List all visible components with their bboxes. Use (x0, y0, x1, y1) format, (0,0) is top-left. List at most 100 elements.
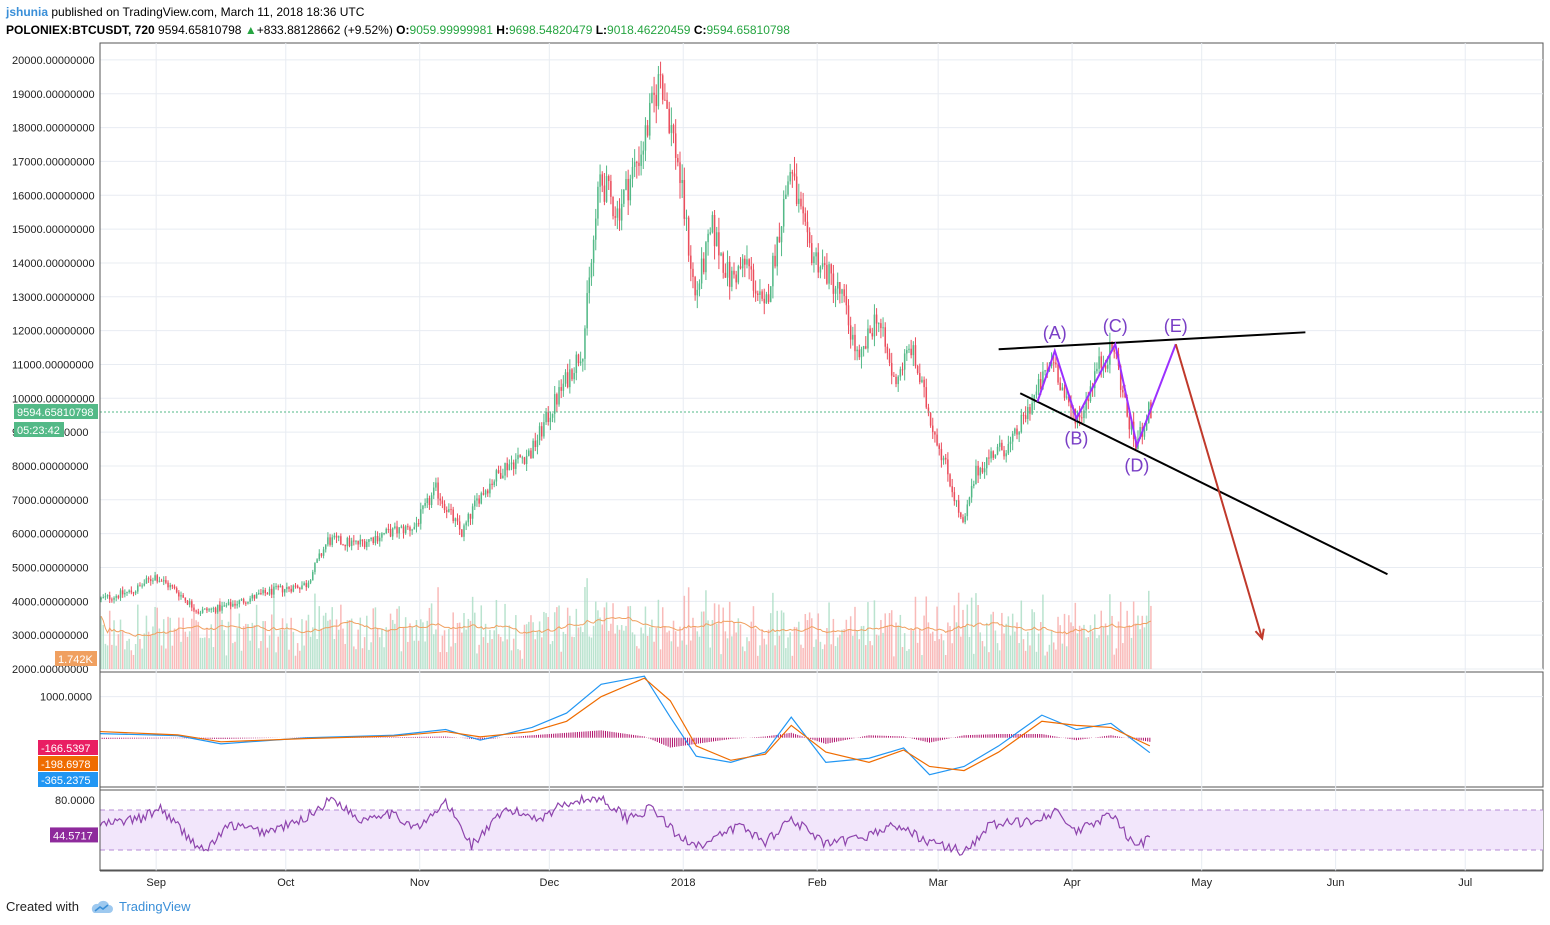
x-tick-label: Nov (410, 877, 430, 889)
volume-bar (486, 642, 489, 669)
volume-bar (128, 638, 130, 669)
volume-bar (1132, 601, 1135, 669)
candle-body (623, 189, 625, 204)
volume-bar (350, 618, 353, 669)
volume-bar (465, 629, 467, 669)
volume-bar (1050, 630, 1053, 669)
candle-body (162, 580, 165, 582)
candle-body (996, 446, 999, 455)
volume-bar (495, 599, 498, 669)
candle-body (765, 294, 768, 304)
candle-body (610, 181, 612, 197)
candle-body (631, 166, 634, 179)
volume-bar (124, 649, 126, 669)
candle-body (990, 451, 992, 459)
volume-bar (160, 645, 163, 669)
candle-body (104, 596, 107, 598)
candle-body (139, 585, 141, 587)
candle-body (534, 440, 537, 447)
candle-body (223, 605, 225, 607)
candle-body (1083, 410, 1085, 419)
volume-bar (301, 619, 303, 669)
volume-bar (562, 631, 565, 669)
candle-body (830, 264, 832, 274)
volume-bar (426, 620, 429, 669)
candle-body (774, 255, 776, 267)
candle-body (137, 585, 139, 592)
volume-bar (687, 587, 690, 669)
volume-bar (322, 615, 325, 669)
tradingview-link[interactable]: TradingView (118, 899, 191, 914)
candle-body (100, 597, 102, 600)
candle-body (880, 323, 882, 329)
volume-bar (873, 600, 876, 669)
volume-bar (973, 653, 975, 669)
candle-body (420, 509, 422, 524)
volume-bar (517, 649, 519, 669)
candle-body (1052, 362, 1055, 364)
candle-body (350, 540, 353, 547)
x-tick-label: Apr (1064, 877, 1081, 889)
volume-bar (625, 625, 627, 669)
volume-bar (780, 610, 783, 669)
candle-body (355, 540, 357, 542)
candle-body (273, 586, 275, 595)
candle-body (998, 442, 1001, 447)
volume-bar (1119, 601, 1122, 669)
candle-body (510, 462, 513, 465)
candle-body (493, 481, 495, 485)
volume-bar (1113, 654, 1115, 669)
candle-body (938, 445, 940, 449)
volume-bar (551, 641, 554, 669)
volume-bar (830, 644, 832, 669)
volume-bar (735, 632, 737, 669)
drawings[interactable]: (A) (B) (C) (D) (E) (998, 316, 1388, 641)
volume-bar (253, 625, 256, 669)
volume-bar (1046, 651, 1048, 669)
volume-bar (841, 629, 843, 669)
volume-bar (953, 605, 956, 669)
candle-body (595, 218, 597, 240)
candle-body (858, 349, 861, 358)
author-name[interactable]: jshunia (6, 5, 49, 19)
volume-bar (888, 613, 891, 669)
rsi-tag-bg (50, 827, 98, 843)
candle-body (467, 513, 470, 523)
volume-bar (152, 626, 154, 669)
volume-bar (376, 627, 379, 669)
candle-body (733, 270, 735, 275)
volume-bar (1022, 639, 1025, 669)
volume-bar (590, 637, 593, 669)
volume-bar (664, 626, 666, 669)
volume-bar (865, 645, 867, 669)
volume-bar (763, 638, 766, 669)
volume-bar (610, 623, 612, 669)
candle-body (266, 593, 269, 595)
volume-bar (877, 635, 880, 669)
volume-bar (977, 604, 979, 669)
candle-body (502, 475, 504, 479)
volume-bar (1061, 643, 1064, 669)
candle-body (1035, 391, 1038, 395)
volume-bar (1020, 600, 1023, 669)
candle-body (158, 580, 161, 582)
volume-bar (1072, 626, 1074, 669)
volume-bar (679, 626, 681, 669)
tradingview-cloud-icon (91, 900, 113, 913)
candle-body (802, 206, 804, 214)
volume-bar (666, 632, 668, 669)
y-tick-label: 18000.00000000 (12, 123, 95, 135)
volume-bar (225, 655, 228, 669)
candle-body (806, 221, 809, 233)
candle-body (240, 599, 243, 601)
volume-bar (1068, 615, 1070, 669)
volume-bar (290, 617, 292, 669)
volume-bar (616, 625, 619, 669)
volume-bar (154, 606, 156, 669)
candle-body (694, 277, 696, 296)
candle-body (988, 457, 990, 459)
candle-body (175, 588, 178, 593)
candle-body (316, 559, 318, 563)
volume-bar (102, 624, 104, 669)
